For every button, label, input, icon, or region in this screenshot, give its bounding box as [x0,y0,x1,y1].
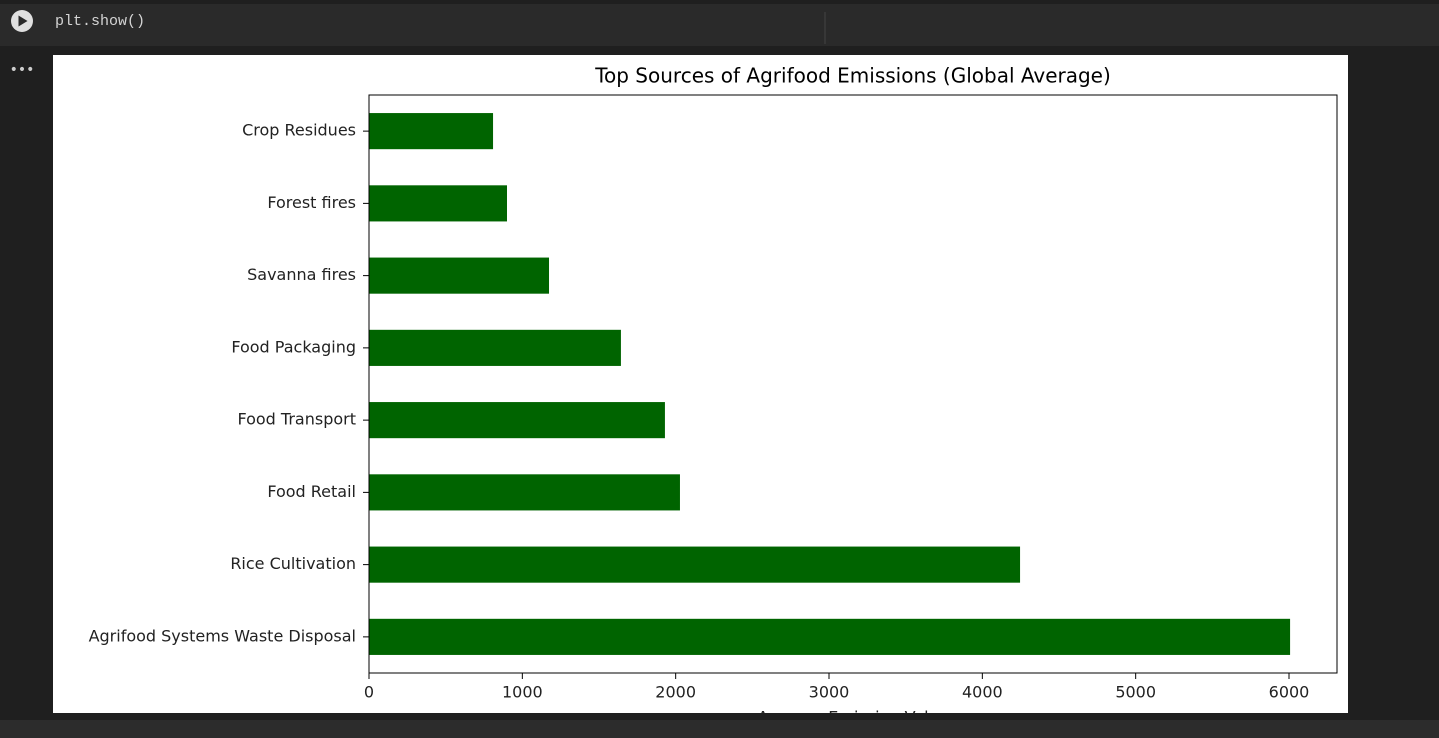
x-tick-label: 2000 [655,683,696,702]
bar [369,474,680,511]
code-cell [0,4,1439,46]
bar [369,618,1291,655]
run-icon [18,15,28,27]
bar [369,257,550,294]
chart-title: Top Sources of Agrifood Emissions (Globa… [594,64,1111,88]
x-axis-label: Average Emission Value [758,708,949,727]
x-tick-label: 0 [364,683,374,702]
y-tick-label: Crop Residues [242,121,356,140]
bar [369,329,621,366]
bar [369,113,494,150]
y-tick-label: Food Transport [237,410,356,429]
bar [369,402,665,439]
bar [369,185,508,222]
y-tick-label: Rice Cultivation [230,554,356,573]
output: Top Sources of Agrifood Emissions (Globa… [53,55,1348,727]
x-tick-label: 1000 [502,683,543,702]
y-tick-label: Agrifood Systems Waste Disposal [89,626,356,645]
plot: Top Sources of Agrifood Emissions (Globa… [89,64,1338,727]
code-text: plt.show() [55,13,145,30]
y-tick-label: Food Retail [267,482,356,501]
x-tick-label: 3000 [809,683,850,702]
bar [369,546,1021,583]
bottom-bar [0,720,1439,738]
y-tick-label: Forest fires [267,193,356,212]
y-tick-label: Savanna fires [247,265,356,284]
axes-frame [368,94,1338,674]
x-tick-label: 5000 [1115,683,1156,702]
x-tick-label: 4000 [962,683,1003,702]
figure [53,55,1348,713]
output-menu[interactable]: ••• [10,62,35,78]
y-tick-label: Food Packaging [231,337,356,356]
x-tick-label: 6000 [1269,683,1310,702]
